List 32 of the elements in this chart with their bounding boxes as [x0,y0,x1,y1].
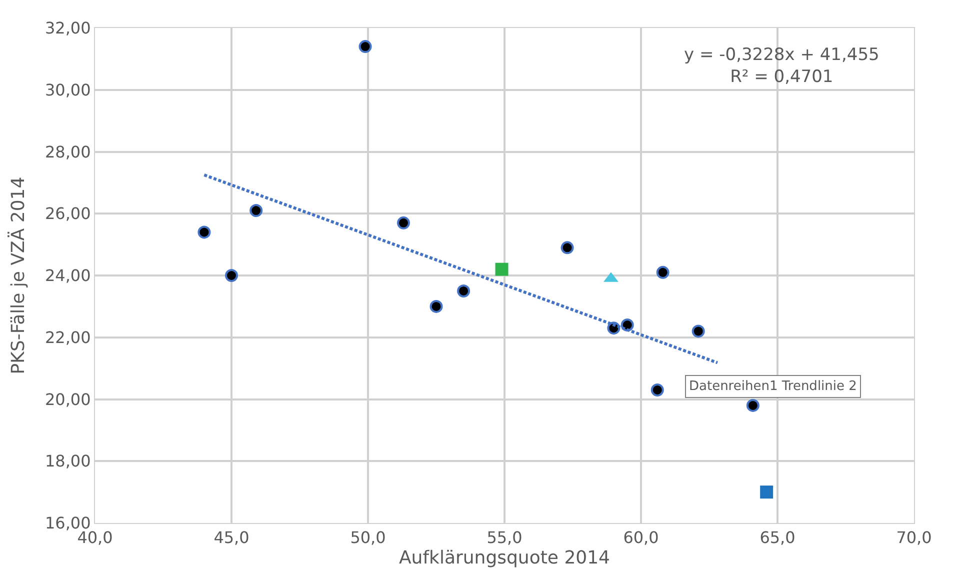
x-axis-title: Aufklärungsquote 2014 [398,547,610,568]
y-tick-label: 30,00 [44,80,91,100]
y-axis-title: PKS-Fälle je VZÄ 2014 [7,176,30,374]
y-tick-label: 22,00 [44,328,91,347]
point [358,40,372,54]
point [198,226,211,239]
annotation: y = -0,3228x + 41,455 R² = 0,4701 [684,45,880,88]
point [656,266,670,279]
x-tick-label: 50,0 [350,528,386,548]
point [760,486,774,499]
point [650,383,664,396]
y-tick-label: 24,00 [44,266,91,286]
point [495,262,508,276]
x-tick-label: 60,0 [623,528,659,548]
x-tick-label: 65,0 [760,528,796,548]
point [250,204,263,218]
y-tick-label: 20,00 [44,390,91,409]
point [560,241,574,254]
y-tick-label: 26,00 [44,204,91,224]
point [396,216,410,230]
x-tick-label: 55,0 [486,528,522,548]
point [692,324,705,338]
point [225,269,238,282]
y-tick-label: 18,00 [44,452,91,471]
point [746,398,760,412]
x-tick-label: 70,0 [896,528,932,548]
x-tick-label: 45,0 [214,528,250,548]
annotation: Datenreihen1 Trendlinie 2 [689,379,857,394]
point [457,284,470,298]
y-tick-label: 32,00 [44,18,91,38]
y-tick-label: 28,00 [44,142,91,162]
point [430,300,443,313]
